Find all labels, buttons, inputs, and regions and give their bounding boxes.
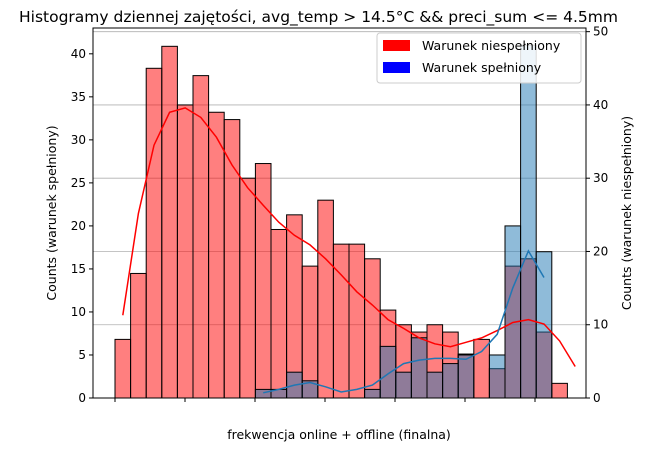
kde-line-s0 (122, 107, 576, 367)
ytick-label-right-0: 0 (593, 391, 601, 405)
ytick-label-left-0: 0 (78, 391, 86, 405)
bar-s0-16 (364, 258, 381, 399)
bar-s0-3 (161, 45, 178, 399)
bar-s0-14 (332, 243, 350, 399)
bar-s1-25 (504, 225, 522, 399)
plot-frame (92, 27, 587, 399)
bar-s1-19 (410, 337, 428, 399)
bar-s0-11 (286, 214, 303, 399)
bar-s1-22 (457, 354, 475, 399)
bar-s1-21 (442, 363, 459, 399)
bars-layer (114, 44, 568, 399)
ytick-label-left-1: 5 (78, 348, 86, 362)
bar-s0-28 (551, 382, 568, 399)
y-axis-label-right: Counts (warunek niespełniony) (619, 116, 634, 310)
bar-s1-9 (254, 388, 272, 399)
ytick-label-right-5: 50 (593, 25, 608, 39)
x-axis-label: frekwencja online + offline (finalna) (227, 427, 451, 442)
ytick-label-left-4: 20 (71, 219, 86, 233)
y-axis-label-left: Counts (warunek spełniony) (44, 125, 59, 300)
bar-s0-2 (145, 67, 163, 399)
bar-s1-20 (426, 371, 444, 399)
ytick-label-left-5: 25 (71, 176, 86, 190)
chart-title: Histogramy dziennej zajętości, avg_temp … (19, 8, 618, 27)
ytick-label-left-2: 10 (71, 305, 86, 319)
bar-s1-16 (364, 388, 381, 399)
ytick-label-left-6: 30 (71, 133, 86, 147)
legend: Warunek niespełniony Warunek spełniony (376, 32, 582, 84)
axis-layer: 0 5 10 15 20 25 30 35 40 0 10 20 30 40 50 (71, 25, 609, 405)
bar-s0-6 (208, 111, 225, 399)
kde-layer (122, 107, 576, 394)
bar-s0-7 (223, 119, 241, 399)
ytick-label-left-8: 40 (71, 47, 86, 61)
ytick-label-left-3: 15 (71, 262, 86, 276)
bar-s1-26 (520, 44, 537, 399)
bar-s0-12 (301, 265, 319, 399)
bar-s0-1 (130, 272, 147, 399)
ytick-label-right-1: 10 (593, 318, 608, 332)
bar-s0-8 (239, 177, 256, 399)
bar-s0-13 (317, 199, 334, 399)
legend-box (376, 32, 582, 84)
bar-s1-18 (395, 371, 412, 399)
kde-line-s1 (263, 249, 545, 394)
bar-s1-24 (488, 354, 506, 399)
bar-s0-0 (114, 338, 132, 399)
bar-s0-15 (348, 243, 366, 399)
bar-s0-10 (270, 228, 288, 399)
bar-s1-17 (379, 345, 397, 399)
ytick-label-left-7: 35 (71, 90, 86, 104)
ytick-label-right-2: 20 (593, 244, 608, 258)
ytick-label-right-3: 30 (593, 171, 608, 185)
bar-s0-4 (176, 104, 194, 399)
bar-s0-23 (473, 338, 490, 399)
legend-label-blue: Warunek spełniony (422, 60, 542, 75)
legend-label-red: Warunek niespełniony (422, 38, 561, 53)
legend-swatch-red (383, 40, 410, 51)
legend-swatch-blue (383, 62, 410, 73)
ytick-label-right-4: 40 (593, 98, 608, 112)
